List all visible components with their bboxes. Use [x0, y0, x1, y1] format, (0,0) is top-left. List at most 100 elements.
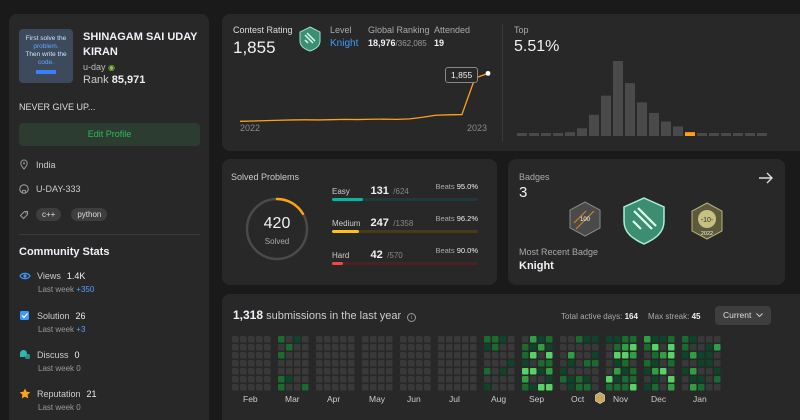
heatmap-cell	[462, 384, 469, 391]
heatmap-grid[interactable]	[232, 336, 772, 392]
beats-label: Beats	[435, 182, 455, 191]
github-link[interactable]: U-DAY-333	[36, 184, 81, 194]
heatmap-cell	[492, 360, 499, 367]
heatmap-cell	[560, 376, 567, 383]
badge-2022-icon[interactable]: -10- 2022	[690, 202, 724, 240]
info-icon[interactable]: i	[407, 313, 417, 322]
heatmap-cell	[606, 336, 613, 343]
heatmap-cell	[324, 352, 331, 359]
heatmap-cell	[668, 368, 675, 375]
username: u-day ◉	[83, 62, 115, 72]
beats-text: Beats 96.2%	[435, 214, 478, 223]
heatmap-cell	[668, 360, 675, 367]
heatmap-cell	[248, 368, 255, 375]
heatmap-cell	[370, 376, 377, 383]
avatar[interactable]: First solve the problem. Then write the …	[19, 29, 73, 83]
heatmap-cell	[492, 368, 499, 375]
heatmap-cell	[362, 360, 369, 367]
heatmap-cell	[546, 352, 553, 359]
progress-track	[332, 230, 478, 233]
heatmap-cell	[622, 384, 629, 391]
heatmap-cell	[714, 360, 721, 367]
heatmap-cell	[362, 384, 369, 391]
heatmap-cell	[682, 336, 689, 343]
heatmap-cell	[682, 376, 689, 383]
heatmap-cell	[622, 360, 629, 367]
skill-tag[interactable]: python	[71, 208, 108, 221]
contest-rating-card: Contest Rating 1,855 Level Knight Global…	[222, 14, 800, 151]
difficulty-easy[interactable]: Easy 131 /624 Beats 95.0%	[332, 181, 478, 201]
badges-card: Badges 3 100 -10- 2022 Most Recent Badge…	[508, 159, 785, 285]
heatmap-cell	[408, 368, 415, 375]
stat-value: 0	[74, 349, 80, 360]
beats-value: 95.0%	[456, 182, 478, 191]
badge-year-text: 2022	[701, 231, 713, 237]
heatmap-cell	[454, 352, 461, 359]
stat-reputation: Reputation 21 Last week 0	[19, 388, 97, 412]
heatmap-cell	[568, 384, 575, 391]
eye-icon	[19, 272, 31, 280]
heatmap-cell	[286, 384, 293, 391]
heatmap-cell	[294, 368, 301, 375]
heatmap-cell	[278, 352, 285, 359]
heatmap-cell	[408, 376, 415, 383]
heatmap-cell	[522, 344, 529, 351]
stat-value: 26	[75, 310, 86, 321]
stat-delta: +350	[76, 285, 95, 294]
location-text: India	[36, 159, 56, 170]
heatmap-cell	[470, 384, 477, 391]
heatmap-cell	[348, 344, 355, 351]
difficulty-medium[interactable]: Medium 247 /1358 Beats 96.2%	[332, 213, 478, 233]
avatar-text-2: problem.	[33, 43, 59, 50]
heatmap-cell	[614, 352, 621, 359]
heatmap-cell	[698, 352, 705, 359]
heatmap-cell	[232, 360, 239, 367]
global-rank: 18,976	[368, 38, 396, 48]
heatmap-cell	[454, 336, 461, 343]
heatmap-cell	[378, 336, 385, 343]
heatmap-cell	[698, 344, 705, 351]
github-row[interactable]: U-DAY-333	[19, 184, 81, 194]
heatmap-cell	[438, 368, 445, 375]
heatmap-cell	[568, 368, 575, 375]
heatmap-cell	[286, 336, 293, 343]
heatmap-cell	[438, 352, 445, 359]
heatmap-cell	[286, 368, 293, 375]
rating-current-point	[485, 70, 491, 76]
heatmap-cell	[560, 336, 567, 343]
heatmap-cell	[286, 376, 293, 383]
heatmap-cell	[630, 360, 637, 367]
badge-100-days-icon[interactable]: 100	[568, 201, 602, 237]
heatmap-cell	[484, 360, 491, 367]
edit-profile-button[interactable]: Edit Profile	[19, 123, 200, 146]
heatmap-cell	[332, 336, 339, 343]
heatmap-cell	[278, 376, 285, 383]
profile-sidebar: First solve the problem. Then write the …	[9, 14, 209, 420]
badge-knight-icon[interactable]	[622, 197, 666, 245]
heatmap-cell	[644, 376, 651, 383]
year-select[interactable]: Current	[715, 306, 771, 325]
heatmap-cell	[454, 384, 461, 391]
heatmap-cell	[256, 360, 263, 367]
heatmap-cell	[706, 376, 713, 383]
rating-chart[interactable]	[236, 66, 492, 128]
histogram-bar	[685, 132, 695, 136]
heatmap-cell	[400, 336, 407, 343]
heatmap-cell	[644, 384, 651, 391]
heatmap-cell	[652, 336, 659, 343]
month-label: Sep	[529, 394, 545, 404]
skill-tag[interactable]: c++	[36, 208, 62, 221]
x-end-label: 2023	[467, 123, 488, 133]
heatmap-cell	[592, 344, 599, 351]
heatmap-cell	[714, 352, 721, 359]
heatmap-cell	[560, 384, 567, 391]
heatmap-cell	[500, 352, 507, 359]
difficulty-hard[interactable]: Hard 42 /570 Beats 90.0%	[332, 245, 478, 265]
heatmap-cell	[400, 384, 407, 391]
arrow-right-icon[interactable]	[758, 171, 774, 185]
top-histogram[interactable]	[516, 59, 768, 136]
heatmap-cell	[560, 344, 567, 351]
heatmap-cell	[614, 336, 621, 343]
heatmap-cell	[622, 344, 629, 351]
difficulty-total: /1358	[393, 219, 414, 228]
